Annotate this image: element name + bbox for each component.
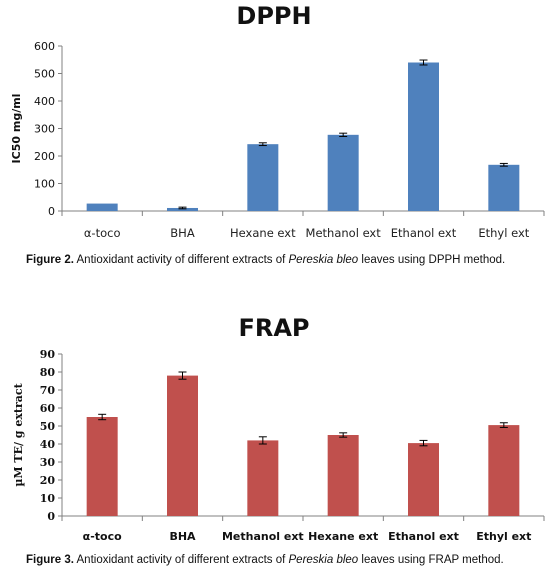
frap-caption-text: Antioxidant activity of different extrac… [73,554,289,566]
frap-y-tick-label: 10 [40,492,56,505]
dpph-y-tick-label: 200 [34,150,55,163]
frap-y-tick-label: 30 [40,456,56,469]
dpph-bar [488,164,520,211]
dpph-y-tick-label: 100 [34,178,55,191]
frap-caption-species: Pereskia bleo [288,554,359,566]
dpph-caption-species: Pereskia bleo [288,254,359,266]
dpph-category-label: BHA [170,226,195,240]
frap-category-label: Methanol ext [222,530,304,543]
frap-y-tick-label: 90 [40,348,56,361]
dpph-y-tick-label: 400 [34,95,55,108]
dpph-category-label: Hexane ext [230,226,296,240]
dpph-bar [247,144,279,211]
frap-bar [247,440,279,516]
dpph-category-label: Ethyl ext [478,226,529,240]
dpph-y-tick-label: 600 [34,40,55,53]
dpph-category-label: Ethanol ext [391,226,457,240]
dpph-chart-title: DPPH [236,2,312,30]
frap-caption-label: Figure 3. [26,554,74,566]
frap-bar [86,417,118,516]
frap-y-tick-label: 60 [40,402,56,415]
frap-y-tick-label: 0 [47,510,55,523]
frap-category-label: BHA [169,530,196,543]
dpph-caption-label: Figure 2. [26,254,74,266]
dpph-y-tick-label: 300 [34,123,55,136]
dpph-bar [167,207,198,211]
dpph-figure-caption: Figure 2. Antioxidant activity of differ… [26,254,505,266]
frap-category-label: Ethyl ext [476,530,531,543]
frap-y-tick-label: 50 [40,420,56,433]
frap-y-tick-label: 40 [40,438,56,451]
dpph-y-tick-label: 500 [34,68,55,81]
dpph-bar [86,203,118,211]
frap-category-label: α-toco [83,530,122,543]
dpph-bar [408,62,439,211]
dpph-chart: 0 100 200 300 400 500 600 α-toco BHA Hexane ext Me… [10,40,545,240]
dpph-bar [327,134,359,211]
dpph-caption-method: leaves using DPPH method. [358,254,506,266]
frap-bar [167,375,198,516]
dpph-caption-text: Antioxidant activity of different extrac… [73,254,289,266]
frap-bar [327,435,359,516]
frap-category-label: Ethanol ext [388,530,459,543]
frap-y-tick-label: 80 [40,366,56,379]
dpph-category-label: α-toco [84,226,121,240]
dpph-category-label: Methanol ext [306,226,382,240]
dpph-panel: DPPH 0 100 200 300 400 500 600 α-toco BHA Hexane … [0,0,548,280]
frap-bar [488,425,520,516]
frap-chart-title: FRAP [238,314,310,342]
frap-caption-method: leaves using FRAP method. [358,554,504,566]
frap-y-axis-label: µM TE/ g extract [12,382,25,486]
frap-y-tick-label: 70 [40,384,56,397]
frap-category-label: Hexane ext [308,530,378,543]
frap-figure-caption: Figure 3. Antioxidant activity of differ… [26,554,504,566]
frap-y-tick-label: 20 [40,474,56,487]
dpph-y-axis-label: IC50 mg/ml [10,94,23,164]
frap-bar [408,443,439,516]
frap-panel: FRAP 0 10 20 30 40 50 60 70 80 90 α-toco BHA Methano… [0,300,548,573]
dpph-y-tick-label: 0 [48,205,55,218]
frap-chart: 0 10 20 30 40 50 60 70 80 90 α-toco BHA Methanol ext… [12,348,545,543]
